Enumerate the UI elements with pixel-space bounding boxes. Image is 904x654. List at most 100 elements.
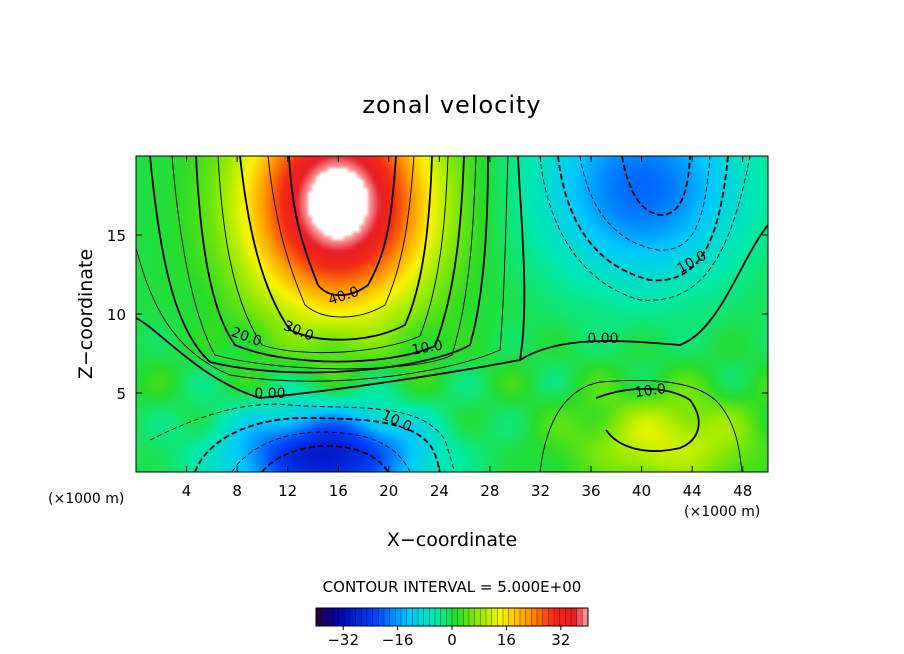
colorbar-tick-label: 16 [497,631,516,649]
colorbar-cell [417,607,425,627]
y-tick-label: 10 [107,306,126,324]
colorbar-cell [570,607,578,627]
colorbar-cell [332,607,340,627]
contour-neg15-lower [231,431,411,472]
x-tick-label: 16 [329,482,348,500]
colorbar: −32 −16 0 16 32 [315,607,589,649]
colorbar-tick-label: −32 [327,631,359,649]
colorbar-cell [321,607,328,627]
x-tick-label: 28 [480,482,499,500]
contour-neg10-upper [557,156,729,282]
colorbar-ticks: −32 −16 0 16 32 [327,626,570,649]
contour-30 [239,156,433,341]
colorbar-cell [344,607,351,627]
contour-0-left [136,156,526,399]
contour-pos10-right [595,387,700,452]
contour-neg15-upper [579,156,711,251]
colorbar-cell [508,607,515,627]
colorbar-cell [553,607,561,627]
contour-neg5-lower [149,403,456,472]
colorbar-cell [559,607,566,627]
colorbar-cell [406,607,413,627]
colorbar-tick-label: 0 [447,631,457,649]
heatmap-image [136,156,768,472]
colorbar-cell [412,607,419,627]
colorbar-cell [423,607,430,627]
chart-title: zonal velocity [362,91,541,119]
contour-neg20-upper [621,156,691,216]
colorbar-cell [480,607,487,627]
contour-label: 10.0 [411,337,444,358]
colorbar-cell [536,607,544,627]
colorbar-cell [514,607,521,627]
contour-35 [267,156,415,318]
colorbar-cell [468,607,476,627]
contour-40 [288,156,397,297]
y-axis-ticks: 5 10 15 [107,227,768,403]
colorbar-cell [582,607,589,627]
colorbar-cell [576,607,583,627]
colorbar-cell [542,607,549,627]
colorbar-cell [446,607,453,627]
x-unit-label-left: (×1000 m) [48,491,124,507]
x-axis-ticks: 4 8 12 16 20 24 28 32 36 40 44 48 [182,156,752,500]
colorbar-cell [519,607,527,627]
y-tick-label: 5 [116,385,126,403]
y-tick-label: 15 [107,227,126,245]
contour-15 [171,156,477,370]
contour-20 [195,156,465,363]
colorbar-cell [372,607,379,627]
colorbar-cell [361,607,368,627]
x-axis-label: X−coordinate [387,529,517,551]
x-tick-label: 44 [683,482,702,500]
x-tick-label: 48 [733,482,752,500]
contour-label: 0.00 [254,386,285,402]
colorbar-cell [491,607,498,627]
colorbar-cell [315,607,323,627]
contour-5 [136,156,509,382]
colorbar-cell [440,607,447,627]
colorbar-cell [429,607,436,627]
y-axis-label: Z−coordinate [75,249,97,379]
x-tick-label: 24 [430,482,449,500]
colorbar-cell [434,607,442,627]
colorbar-tick-label: 32 [551,631,570,649]
x-tick-label: 12 [278,482,297,500]
contour-interval-text: CONTOUR INTERVAL = 5.000E+00 [323,578,582,596]
colorbar-cell [327,607,334,627]
colorbar-cell [463,607,470,627]
colorbar-cell [485,607,493,627]
colorbar-cell [525,607,532,627]
colorbar-cell [451,607,459,627]
colorbar-cell [349,607,357,627]
x-tick-label: 36 [581,482,600,500]
x-tick-label: 8 [232,482,242,500]
colorbar-cell [366,607,374,627]
colorbar-cell [565,607,572,627]
colorbar-cell [502,607,510,627]
colorbar-cell [389,607,396,627]
colorbar-cell [548,607,555,627]
colorbar-cell [395,607,402,627]
x-unit-label-right: (×1000 m) [684,504,760,520]
contour-10 [149,156,489,374]
contour-neg20-lower [261,445,389,472]
x-tick-label: 40 [632,482,651,500]
colorbar-cell [474,607,481,627]
contour-25 [217,156,449,354]
x-tick-label: 20 [379,482,398,500]
contour-pos5-right [539,379,743,472]
contour-neg10-lower [194,417,441,472]
colorbar-cell [338,607,345,627]
heatmap-field [136,156,768,472]
colorbar-cell [531,607,538,627]
colorbar-cell [497,607,504,627]
colorbar-cell [355,607,362,627]
contour-neg5-upper [539,156,751,301]
contour-label: 10.0 [634,381,667,401]
colorbar-cell [378,607,385,627]
contour-lines [136,156,768,472]
colorbar-cell [400,607,408,627]
colorbar-cell [457,607,464,627]
